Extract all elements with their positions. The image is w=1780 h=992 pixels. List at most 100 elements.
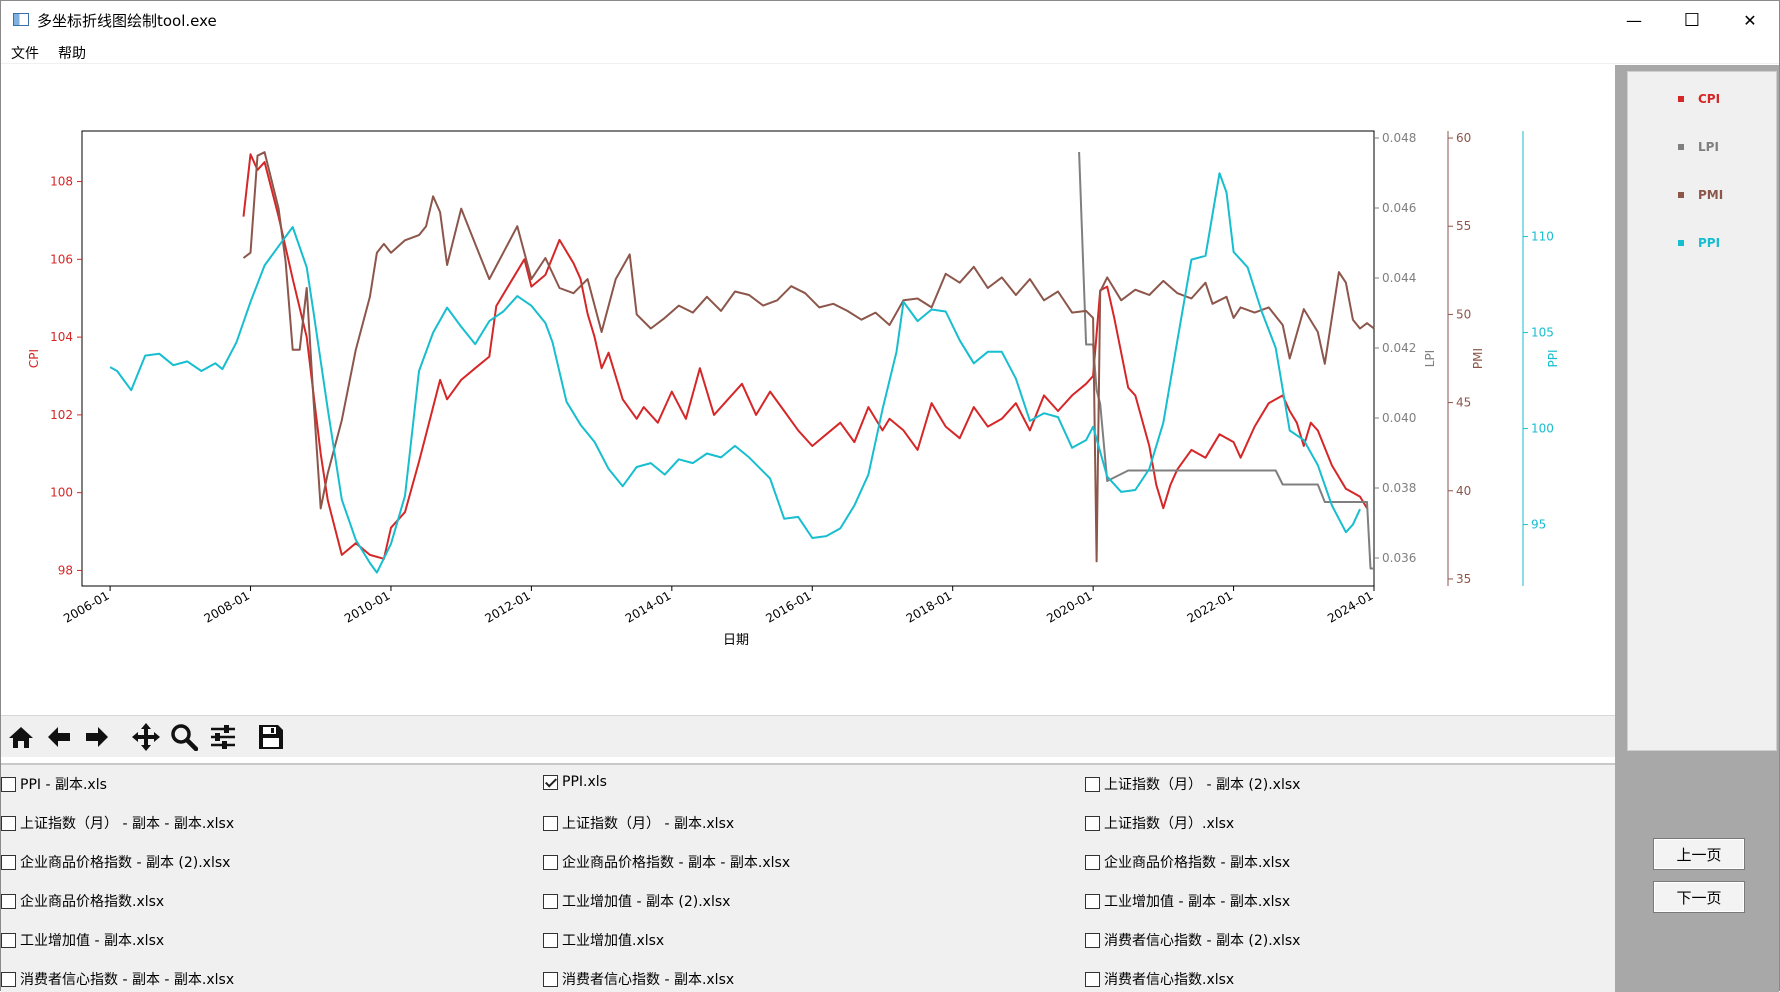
file-label: 消费者信心指数 - 副本.xlsx (562, 972, 735, 988)
file-checkbox[interactable] (1, 854, 16, 870)
file-checkbox[interactable] (1085, 776, 1100, 792)
legend-item: LPI (1678, 140, 1719, 154)
file-item[interactable]: 消费者信心指数.xlsx (1085, 969, 1234, 989)
file-label: 企业商品价格指数 - 副本.xlsx (1104, 855, 1291, 871)
file-label: 消费者信心指数 - 副本 (2).xlsx (1104, 933, 1301, 949)
configure-button[interactable] (206, 720, 240, 754)
zoom-button[interactable] (167, 720, 201, 754)
file-checkbox[interactable] (1, 815, 16, 831)
y-tick-label: 0.036 (1382, 551, 1416, 565)
file-item[interactable]: 工业增加值 - 副本 - 副本.xlsx (1085, 891, 1290, 911)
file-item[interactable]: 上证指数（月） - 副本 (2).xlsx (1085, 774, 1300, 794)
file-checkbox[interactable] (543, 893, 558, 909)
x-tick-label: 2020-01 (1044, 588, 1094, 625)
legend-item: PPI (1678, 236, 1720, 250)
file-item[interactable]: 消费者信心指数 - 副本.xlsx (543, 969, 734, 989)
file-label: 上证指数（月）.xlsx (1104, 816, 1235, 832)
file-checkbox[interactable] (1085, 893, 1100, 909)
menu-file[interactable]: 文件 (11, 46, 39, 62)
file-item[interactable]: 上证指数（月） - 副本.xlsx (543, 813, 734, 833)
file-item[interactable]: 企业商品价格指数 - 副本.xlsx (1085, 852, 1290, 872)
file-item[interactable]: 企业商品价格指数.xlsx (1, 891, 164, 911)
file-item[interactable]: PPI - 副本.xls (1, 774, 107, 794)
file-checkbox[interactable] (1, 932, 16, 948)
series-line-lpi (1078, 151, 1374, 570)
file-checkbox[interactable] (1085, 932, 1100, 948)
file-checkbox[interactable] (1085, 815, 1100, 831)
y-tick-label: 100 (50, 486, 73, 500)
y-tick-label: 100 (1531, 422, 1554, 436)
file-checkbox[interactable] (1, 893, 16, 909)
file-checkbox[interactable] (543, 932, 558, 948)
home-icon (9, 727, 33, 748)
file-checkbox[interactable] (543, 854, 558, 870)
legend-label: CPI (1698, 92, 1721, 106)
next-page-button[interactable]: 下一页 (1653, 881, 1745, 913)
file-checkbox[interactable] (1085, 971, 1100, 987)
file-checkbox[interactable] (543, 971, 558, 987)
file-item[interactable]: 工业增加值 - 副本 (2).xlsx (543, 891, 730, 911)
y-tick-label: 0.042 (1382, 341, 1416, 355)
y-tick-label: 60 (1456, 131, 1471, 145)
file-item[interactable]: 消费者信心指数 - 副本 (2).xlsx (1085, 930, 1300, 950)
x-tick-label: 2012-01 (482, 588, 532, 625)
file-checkbox[interactable] (1, 776, 16, 792)
file-label: 上证指数（月） - 副本.xlsx (562, 816, 735, 832)
y-tick-label: 35 (1456, 572, 1471, 586)
menu-help[interactable]: 帮助 (58, 46, 86, 62)
file-checkbox[interactable] (543, 774, 558, 790)
y-tick-label: 102 (50, 408, 73, 422)
zoom-icon (171, 724, 198, 751)
file-item[interactable]: 企业商品价格指数 - 副本 - 副本.xlsx (543, 852, 790, 872)
y-tick-label: 106 (50, 252, 73, 266)
file-checkbox[interactable] (1085, 854, 1100, 870)
y-tick-label: 95 (1531, 518, 1546, 532)
chart-canvas[interactable]: 2006-01 2008-01 2010-01 2012-01 2014-01 2016-… (2, 65, 1614, 715)
pan-button[interactable] (129, 720, 163, 754)
app-icon (13, 13, 29, 26)
y-axis-label: LPI (1423, 350, 1437, 367)
y-tick-label: 0.040 (1382, 411, 1416, 425)
y-tick-label: 105 (1531, 326, 1554, 340)
y-tick-label: 50 (1456, 307, 1471, 321)
file-item[interactable]: 上证指数（月） - 副本 - 副本.xlsx (1, 813, 234, 833)
maximize-icon: ☐ (1683, 9, 1701, 31)
minimize-button[interactable]: — (1605, 1, 1663, 39)
legend-item: PMI (1678, 188, 1723, 202)
back-button[interactable] (42, 720, 76, 754)
plot-frame (81, 130, 1375, 587)
x-tick-label: 2006-01 (61, 588, 111, 625)
file-label: 工业增加值 - 副本.xlsx (20, 933, 165, 949)
file-checkbox[interactable] (1, 971, 16, 987)
file-item[interactable]: 上证指数（月）.xlsx (1085, 813, 1234, 833)
file-item[interactable]: 工业增加值.xlsx (543, 930, 664, 950)
save-button[interactable] (254, 720, 288, 754)
forward-button[interactable] (80, 720, 114, 754)
file-label: 消费者信心指数.xlsx (1104, 972, 1235, 988)
file-checkbox[interactable] (543, 815, 558, 831)
prev-page-button[interactable]: 上一页 (1653, 838, 1745, 870)
file-label: 企业商品价格指数 - 副本 (2).xlsx (20, 855, 231, 871)
y-tick-label: 0.046 (1382, 201, 1416, 215)
legend-swatch (1678, 96, 1684, 102)
save-icon (259, 725, 283, 749)
minimize-icon: — (1626, 10, 1642, 30)
file-item[interactable]: PPI.xls (543, 774, 607, 790)
file-item[interactable]: 工业增加值 - 副本.xlsx (1, 930, 164, 950)
chart-svg[interactable]: 2006-01 2008-01 2010-01 2012-01 2014-01 2016-… (2, 65, 1614, 715)
legend-swatch (1678, 144, 1684, 150)
file-item[interactable]: 企业商品价格指数 - 副本 (2).xlsx (1, 852, 230, 872)
x-tick-label: 2024-01 (1325, 588, 1375, 625)
file-label: 工业增加值.xlsx (562, 933, 665, 949)
title-bar[interactable]: 多坐标折线图绘制tool.exe — ☐ ✕ (1, 1, 1779, 39)
file-item[interactable]: 消费者信心指数 - 副本 - 副本.xlsx (1, 969, 234, 989)
series-line-pmi (242, 151, 1375, 563)
maximize-button[interactable]: ☐ (1663, 1, 1721, 39)
close-button[interactable]: ✕ (1721, 1, 1779, 39)
legend-swatch (1678, 240, 1684, 246)
x-tick-label: 2010-01 (342, 588, 392, 625)
file-label: 上证指数（月） - 副本 - 副本.xlsx (20, 816, 235, 832)
home-button[interactable] (4, 720, 38, 754)
menu-bar: 文件 帮助 (1, 39, 1779, 64)
back-icon (48, 727, 70, 747)
